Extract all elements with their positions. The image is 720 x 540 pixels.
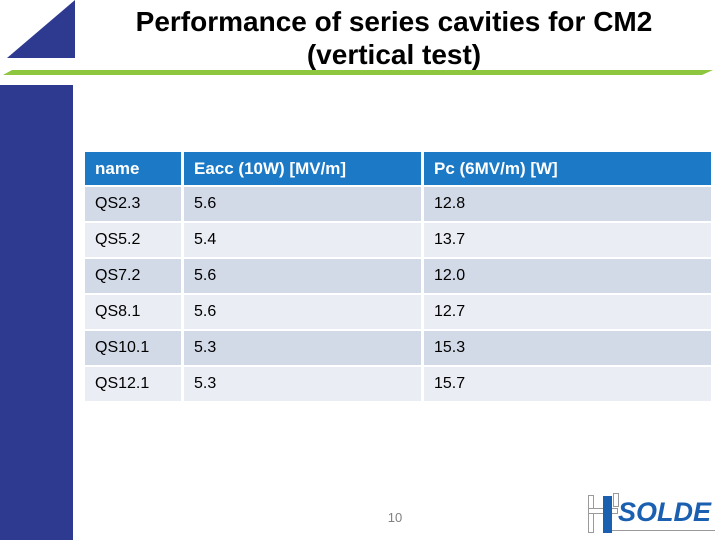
table-cell: QS10.1 <box>85 331 181 365</box>
table-cell: 5.6 <box>184 295 421 329</box>
page-number: 10 <box>387 510 403 525</box>
table-cell: 5.6 <box>184 187 421 221</box>
logo-wordmark: SOLDE <box>618 497 712 527</box>
table-cell: 12.0 <box>424 259 711 293</box>
table-header-name: name <box>85 152 181 185</box>
table-cell: 13.7 <box>424 223 711 257</box>
table-cell: 5.3 <box>184 367 421 401</box>
slide-title-line1: Performance of series cavities for CM2 <box>135 6 653 37</box>
corner-triangle-decoration <box>7 0 75 58</box>
table-cell: 12.7 <box>424 295 711 329</box>
logo-gray-bar-left <box>588 495 594 533</box>
table-cell: 5.3 <box>184 331 421 365</box>
left-sidebar-decoration <box>0 85 73 540</box>
table-cell: 15.7 <box>424 367 711 401</box>
table-cell: QS8.1 <box>85 295 181 329</box>
table-cell: QS7.2 <box>85 259 181 293</box>
slide-title-line2: (vertical test) <box>306 39 482 70</box>
slide-title: Performance of series cavities for CM2 (… <box>78 5 710 71</box>
table-cell: 5.4 <box>184 223 421 257</box>
table-cell: QS5.2 <box>85 223 181 257</box>
isolde-logo: SOLDE <box>588 486 715 534</box>
table-cell: QS2.3 <box>85 187 181 221</box>
table-cell: 15.3 <box>424 331 711 365</box>
logo-letter-i-bar <box>603 496 612 533</box>
logo-gray-bar-right <box>613 493 619 507</box>
table-cell: 5.6 <box>184 259 421 293</box>
title-underline-rule <box>3 70 713 75</box>
table-header-pc: Pc (6MV/m) [W] <box>424 152 711 185</box>
logo-baseline-rule <box>611 530 715 531</box>
table-cell: QS12.1 <box>85 367 181 401</box>
results-table: name Eacc (10W) [MV/m] Pc (6MV/m) [W] QS… <box>85 152 711 401</box>
table-header-eacc: Eacc (10W) [MV/m] <box>184 152 421 185</box>
table-cell: 12.8 <box>424 187 711 221</box>
